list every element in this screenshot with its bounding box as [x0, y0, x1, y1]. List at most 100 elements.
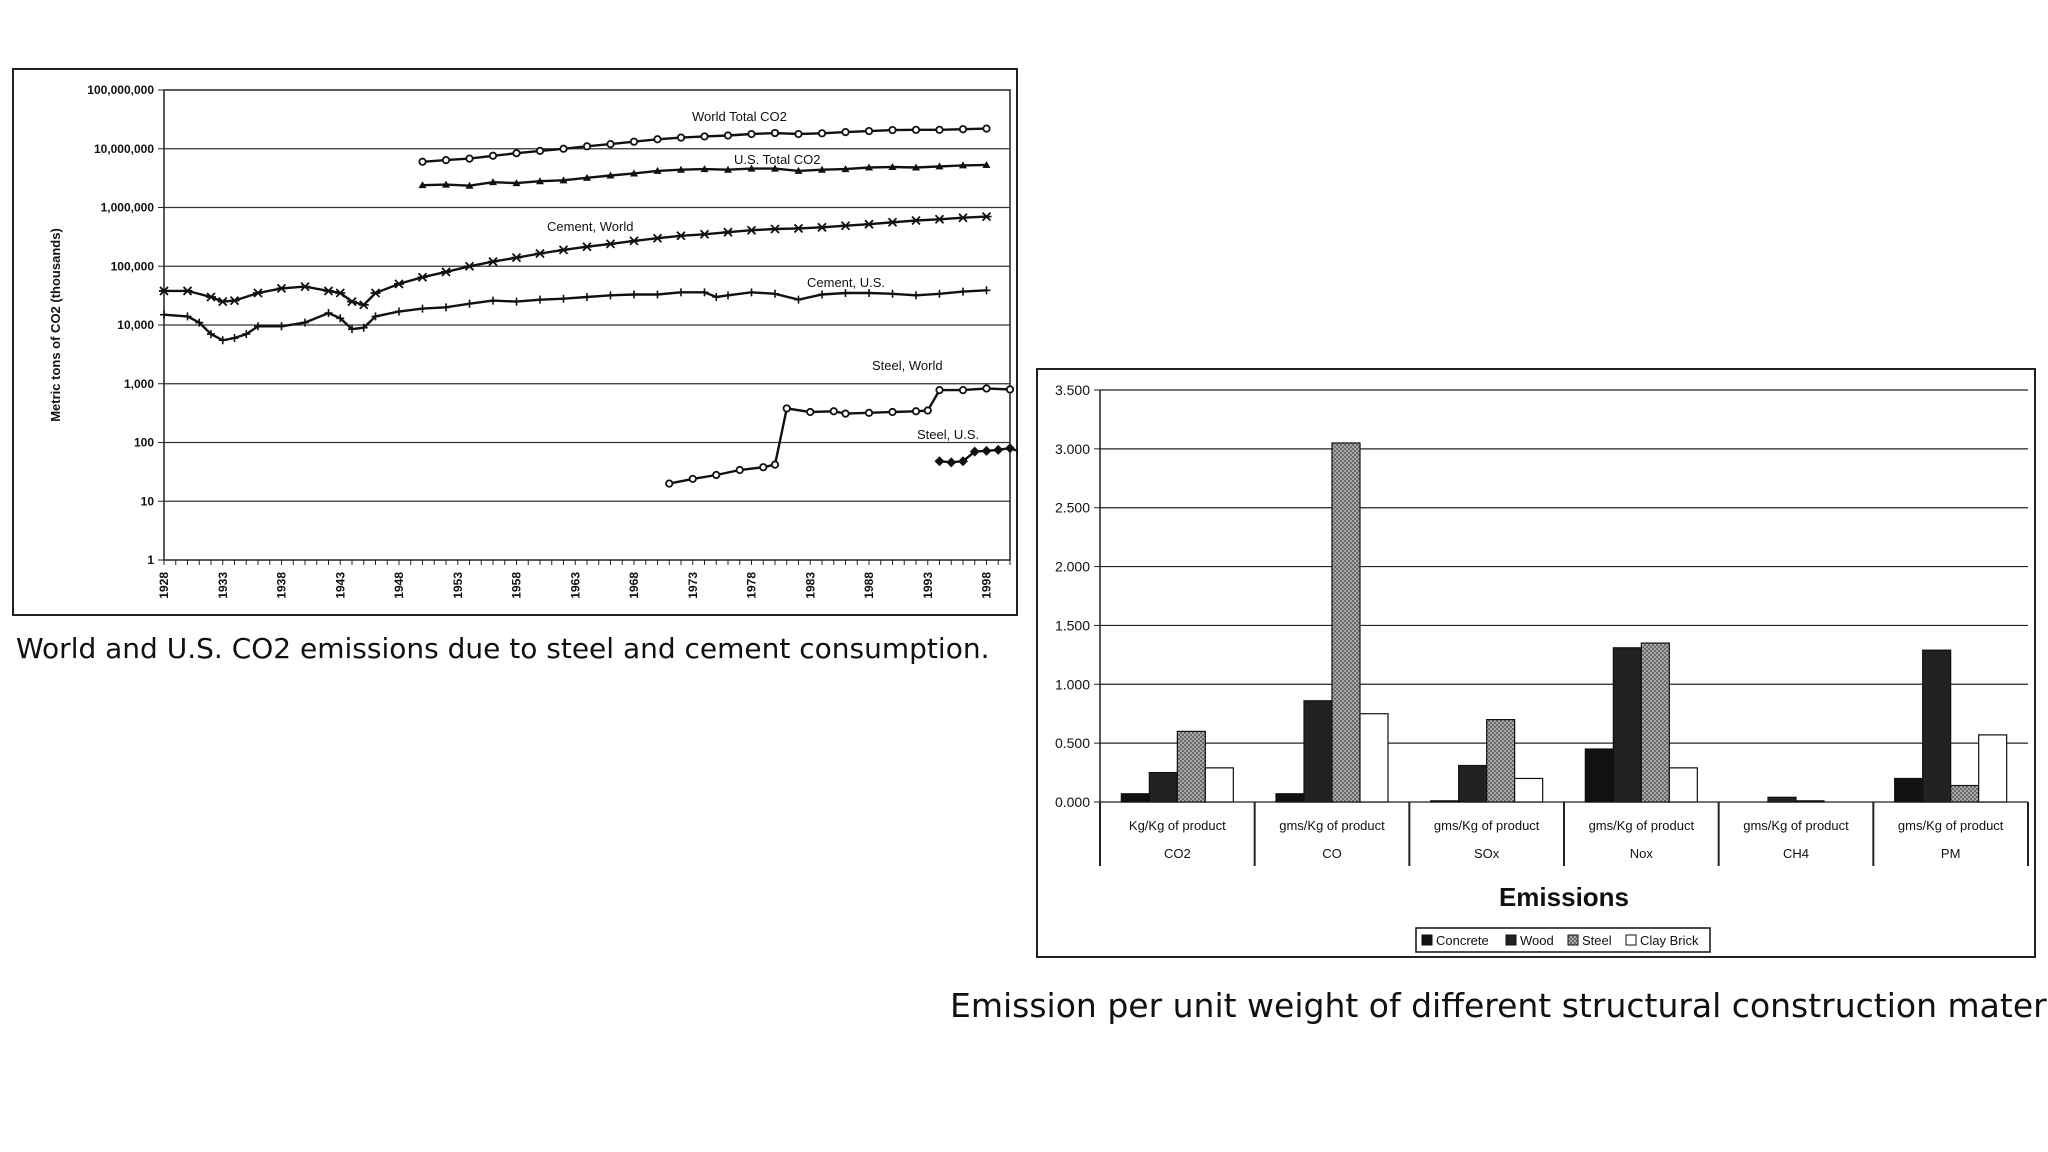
data-point: [582, 242, 592, 252]
data-point: [536, 295, 544, 304]
data-point: [958, 213, 968, 223]
y-tick-label: 2.500: [1055, 500, 1090, 516]
data-point: [911, 125, 921, 134]
data-point: [254, 322, 262, 331]
data-point: [934, 214, 945, 224]
data-point: [606, 139, 615, 149]
x-tick-label: 1928: [157, 572, 171, 599]
bar: [1795, 800, 1825, 803]
data-point: [536, 177, 544, 185]
x-tick-label: 1978: [745, 572, 759, 599]
data-point: [465, 181, 474, 189]
series-label: World Total CO2: [692, 109, 787, 124]
data-point: [441, 156, 451, 165]
bar: [1894, 777, 1924, 803]
y-tick-label: 1.000: [1055, 676, 1090, 692]
data-point: [348, 325, 356, 334]
data-point: [864, 126, 874, 136]
category-label: Nox: [1630, 846, 1654, 861]
data-point: [441, 267, 451, 277]
data-point: [512, 297, 521, 306]
y-tick-label: 3.500: [1055, 382, 1090, 398]
data-point: [665, 479, 674, 488]
data-point: [829, 407, 838, 416]
data-point: [301, 318, 309, 327]
data-point: [335, 288, 346, 298]
data-point: [700, 288, 709, 297]
data-point: [700, 165, 709, 173]
data-point: [606, 171, 615, 179]
bar: [1950, 784, 1980, 803]
category-unit-label: gms/Kg of product: [1279, 818, 1385, 833]
bar: [1430, 800, 1460, 803]
category-label: CH4: [1783, 846, 1809, 861]
data-point: [747, 129, 756, 139]
data-point: [688, 474, 697, 484]
data-point: [512, 179, 521, 187]
data-point: [840, 221, 851, 231]
data-point: [512, 149, 521, 158]
data-point: [770, 460, 780, 469]
data-point: [629, 137, 639, 146]
data-point: [958, 385, 968, 395]
y-tick-label: 10,000,000: [94, 142, 154, 156]
data-point: [336, 314, 345, 323]
data-point: [558, 245, 569, 255]
data-point: [1005, 385, 1015, 394]
bar: [1359, 713, 1389, 803]
data-point: [253, 288, 263, 298]
bar: [1120, 793, 1150, 803]
data-point: [912, 163, 920, 171]
y-tick-label: 2.000: [1055, 559, 1090, 575]
category-unit-label: gms/Kg of product: [1898, 818, 2004, 833]
data-point: [677, 165, 685, 173]
data-point: [982, 160, 991, 168]
y-tick-label: 100: [134, 436, 154, 450]
data-point: [817, 222, 827, 232]
data-point: [818, 290, 826, 299]
data-point: [770, 128, 780, 138]
data-point: [865, 289, 873, 298]
data-point: [629, 236, 639, 246]
series-label: Cement, World: [547, 219, 633, 234]
category-unit-label: gms/Kg of product: [1743, 818, 1849, 833]
data-point: [946, 457, 957, 468]
data-point: [488, 256, 498, 267]
data-point: [747, 288, 756, 297]
data-point: [511, 253, 522, 263]
data-point: [817, 129, 827, 138]
data-point: [712, 470, 721, 480]
co2-log-line-chart-svg: 1 10 100 1,000 10,000 100,000 1,000,000 10,000,…: [12, 68, 1039, 616]
data-point: [723, 227, 733, 237]
x-tick-label: 1973: [686, 572, 700, 599]
data-point: [841, 128, 850, 137]
bar: [1331, 442, 1361, 803]
data-point: [489, 296, 497, 305]
data-point: [276, 283, 287, 294]
data-point: [888, 162, 897, 170]
data-point: [724, 165, 732, 173]
data-point: [417, 272, 428, 282]
bar: [1640, 642, 1670, 803]
y-tick-label: 1.500: [1055, 617, 1090, 633]
y-axis-label: Metric tons of CO2 (thousands): [48, 228, 63, 422]
category-label: SOx: [1474, 846, 1500, 861]
x-tick-label: 1968: [627, 572, 641, 599]
y-tick-label: 1,000,000: [101, 201, 155, 215]
x-tick-label: 1953: [451, 572, 465, 599]
data-point: [700, 132, 709, 141]
data-point: [324, 309, 333, 318]
bar: [1612, 647, 1642, 803]
data-point: [888, 407, 897, 417]
data-point: [841, 289, 850, 298]
x-tick-label: 1943: [333, 572, 347, 599]
category-unit-label: Kg/Kg of product: [1129, 818, 1226, 833]
data-point: [959, 287, 967, 296]
legend-label: Steel: [1582, 933, 1612, 948]
data-point: [735, 465, 744, 475]
data-point: [912, 291, 920, 300]
y-tick-label: 1: [147, 553, 154, 567]
bar: [1486, 719, 1516, 803]
data-point: [630, 290, 638, 299]
bar: [1303, 700, 1333, 803]
